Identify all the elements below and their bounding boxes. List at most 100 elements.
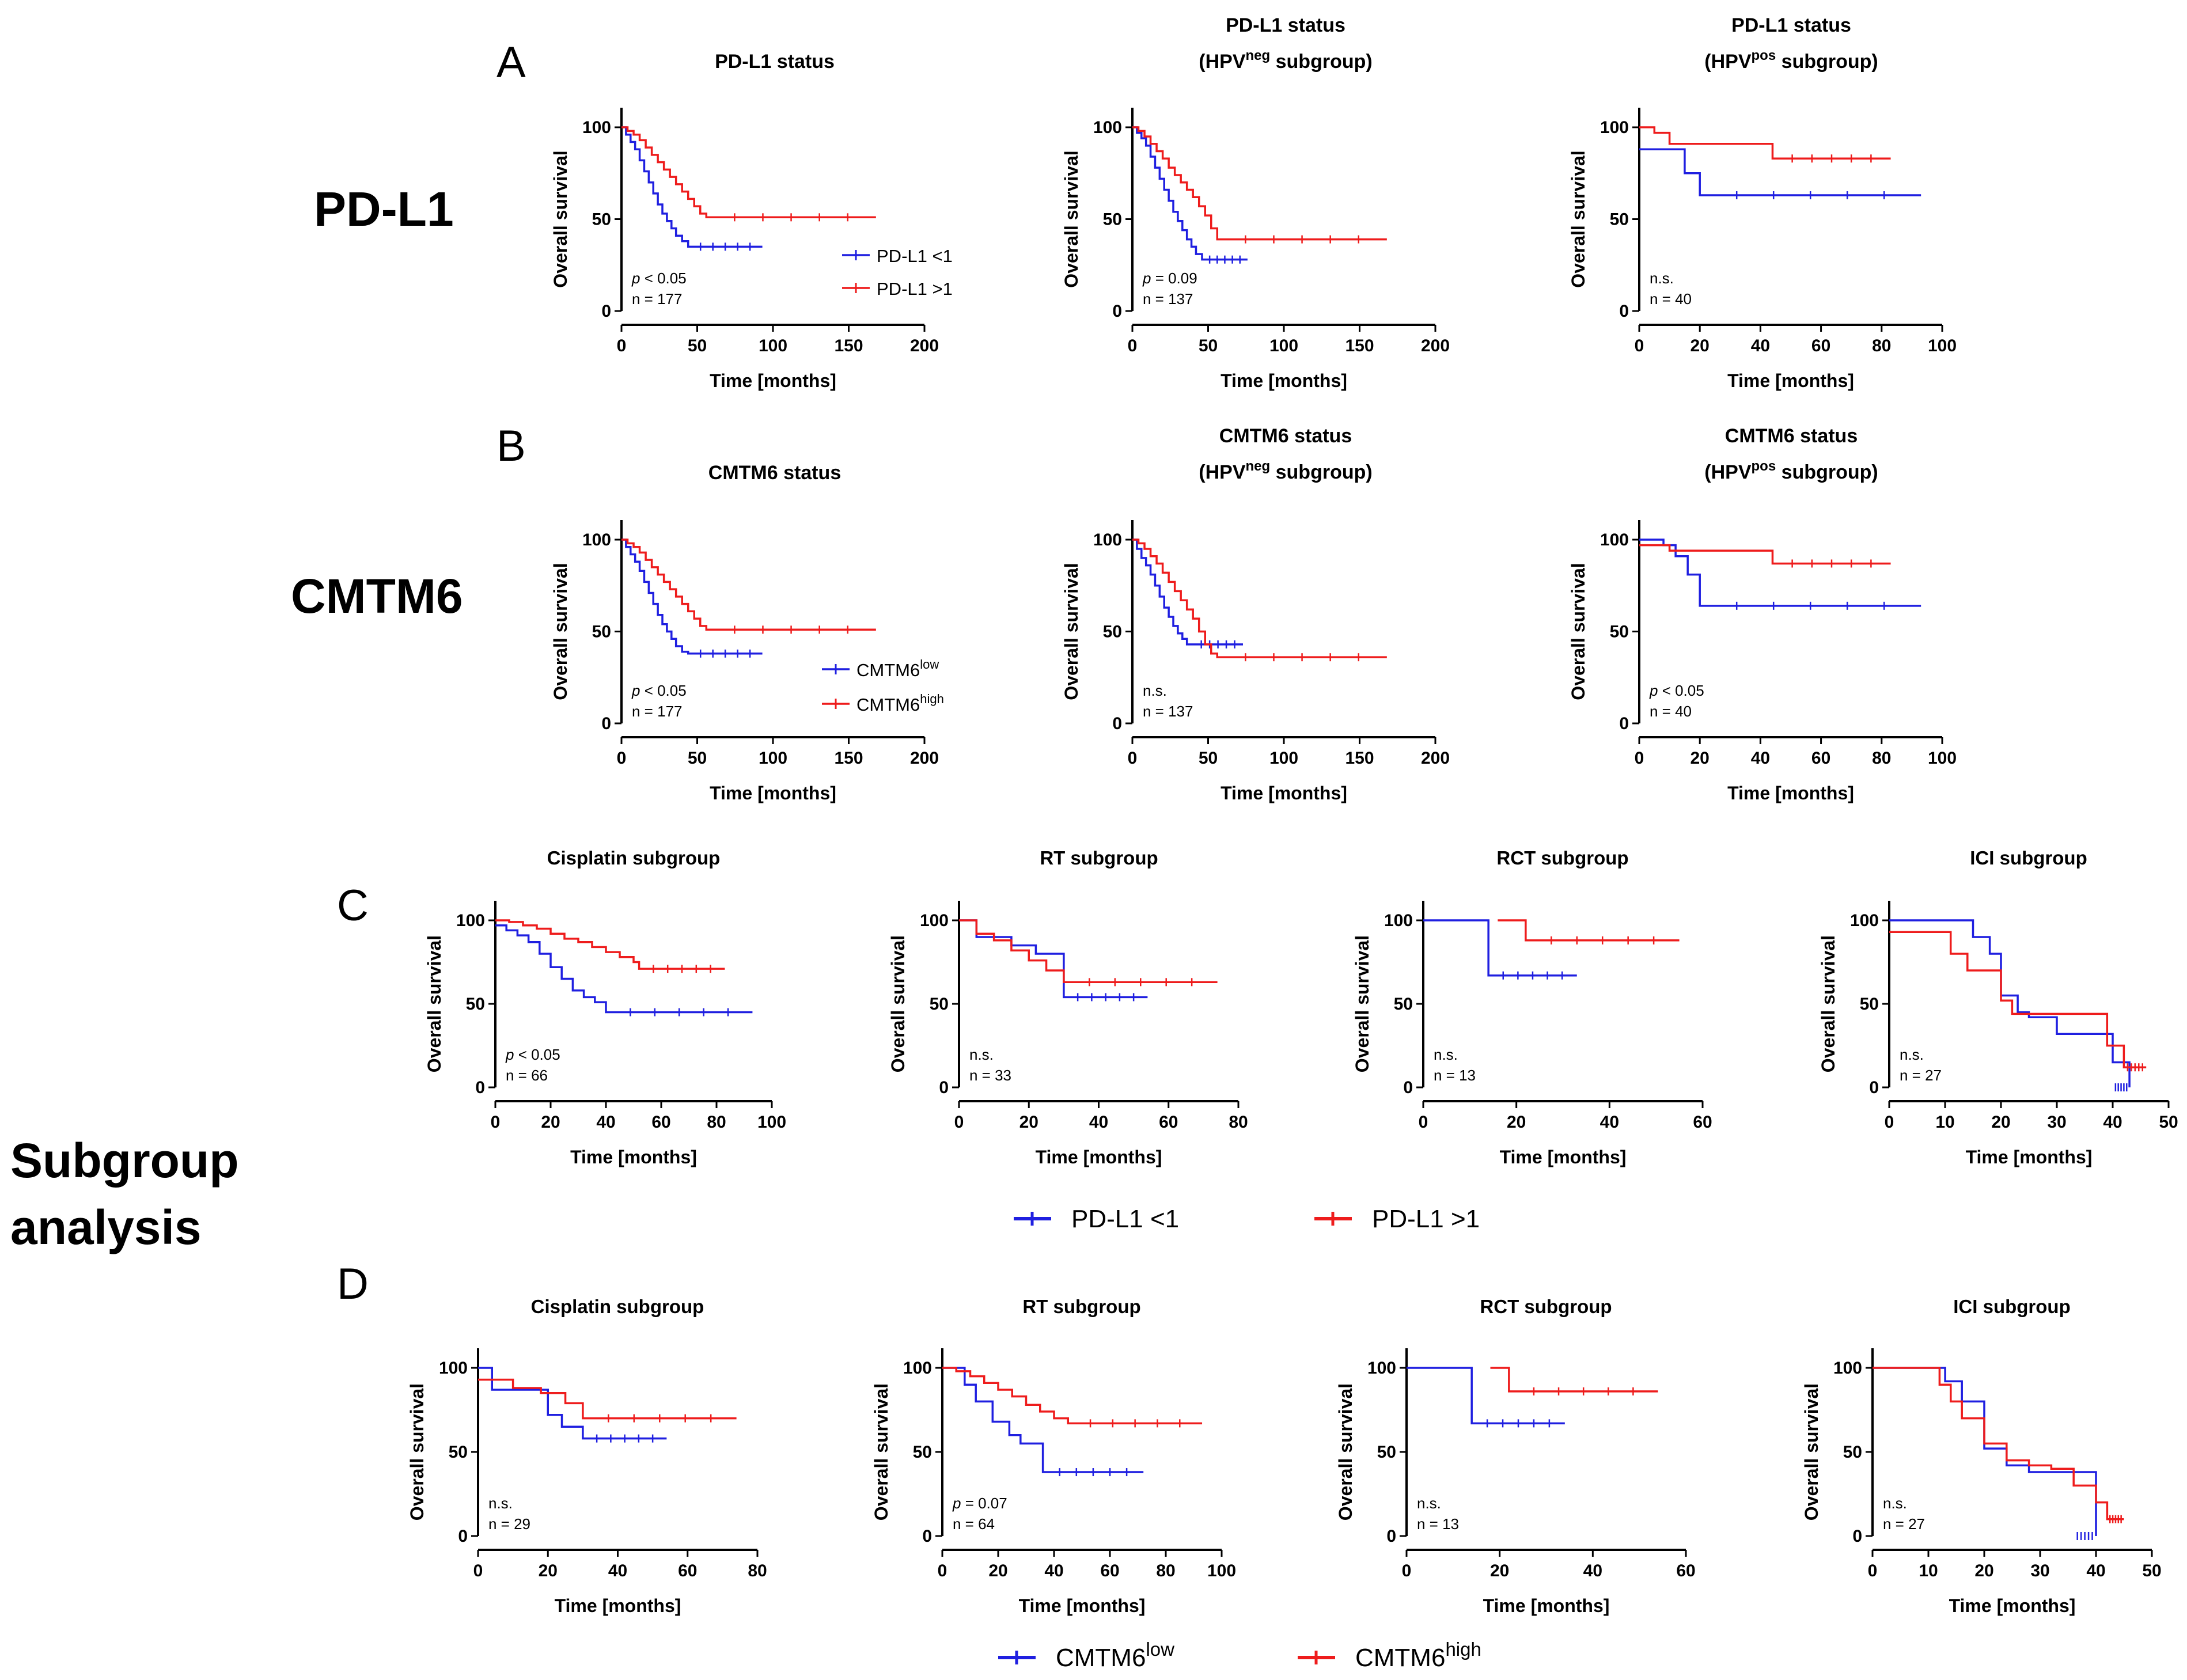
y-tick-label: 0 bbox=[1869, 1078, 1879, 1097]
x-axis-label: Time [months] bbox=[1483, 1595, 1610, 1616]
x-tick-label: 30 bbox=[2047, 1113, 2066, 1132]
km-curve-high bbox=[1639, 126, 1891, 160]
km-curve-low bbox=[621, 538, 763, 655]
stat-p-value: p < 0.05 bbox=[1649, 682, 1704, 699]
x-tick-label: 100 bbox=[1928, 749, 1957, 768]
km-curve-low bbox=[1889, 919, 2131, 1087]
panel-letter-b: B bbox=[496, 422, 526, 471]
x-tick-label: 80 bbox=[1872, 749, 1891, 768]
km-curve-high bbox=[1132, 126, 1387, 241]
y-tick-label: 50 bbox=[1103, 210, 1122, 229]
y-tick-label: 100 bbox=[1367, 1359, 1396, 1378]
p-value: < 0.05 bbox=[1658, 682, 1704, 699]
x-axis-label: Time [months] bbox=[1221, 370, 1347, 391]
x-tick-label: 40 bbox=[1751, 336, 1770, 355]
x-tick-label: 0 bbox=[473, 1561, 483, 1580]
km-curve-high bbox=[959, 919, 1218, 984]
km-curve-low bbox=[942, 1367, 1144, 1473]
y-tick-label: 0 bbox=[1112, 714, 1122, 733]
y-tick-label: 50 bbox=[449, 1443, 468, 1462]
p-symbol: p bbox=[1649, 682, 1658, 699]
x-tick-label: 100 bbox=[1269, 336, 1298, 355]
row-label-pdl1: PD-L1 bbox=[314, 182, 454, 236]
x-tick-label: 150 bbox=[834, 336, 863, 355]
row-label-subgroup: Subgroup bbox=[10, 1133, 239, 1188]
x-tick-label: 40 bbox=[2103, 1113, 2122, 1132]
x-tick-label: 20 bbox=[1691, 749, 1710, 768]
p-symbol: p bbox=[1142, 270, 1151, 287]
x-tick-label: 150 bbox=[1345, 336, 1374, 355]
x-axis-label: Time [months] bbox=[1221, 783, 1347, 803]
subtitle-part: (HPV bbox=[1199, 461, 1246, 483]
km-plot-d2: RT subgroup 0 50 100 0 20 40 60 80 100 Time [month… bbox=[871, 1296, 1236, 1616]
y-tick-label: 100 bbox=[1093, 530, 1122, 549]
y-tick-label: 100 bbox=[1384, 911, 1413, 930]
stat-n: n = 40 bbox=[1650, 703, 1692, 720]
y-tick-label: 0 bbox=[458, 1527, 468, 1546]
x-tick-label: 20 bbox=[1974, 1561, 1993, 1580]
row-label-cmtm6: CMTM6 bbox=[291, 569, 463, 623]
subtitle-superscript: neg bbox=[1246, 48, 1271, 63]
x-tick-label: 0 bbox=[617, 336, 627, 355]
stat-p-value: n.s. bbox=[488, 1495, 513, 1512]
km-curve-high bbox=[1132, 538, 1387, 658]
x-tick-label: 50 bbox=[2142, 1561, 2161, 1580]
km-curve-low bbox=[1639, 538, 1921, 607]
subtitle-part: (HPV bbox=[1704, 461, 1752, 483]
km-plot-c1: Cisplatin subgroup 0 50 100 0 20 40 60 80 100 Time… bbox=[424, 847, 786, 1167]
stat-n: n = 177 bbox=[632, 703, 682, 720]
y-axis-label: Overall survival bbox=[550, 150, 571, 287]
y-tick-label: 50 bbox=[1394, 995, 1413, 1014]
km-curve-high bbox=[621, 126, 876, 219]
y-tick-label: 100 bbox=[456, 911, 485, 930]
panel-letter-c: C bbox=[337, 881, 369, 930]
plot-title: RT subgroup bbox=[1040, 847, 1158, 869]
plot-title: PD-L1 status bbox=[715, 51, 835, 73]
stat-n: n = 33 bbox=[969, 1067, 1011, 1084]
x-tick-label: 40 bbox=[608, 1561, 627, 1580]
x-tick-label: 60 bbox=[651, 1113, 670, 1132]
y-tick-label: 50 bbox=[1860, 995, 1879, 1014]
y-tick-label: 0 bbox=[1112, 302, 1122, 321]
km-plot-b3: CMTM6 status (HPVpos subgroup) 0 50 100 0 20 40… bbox=[1568, 425, 1957, 803]
y-axis-label: Overall survival bbox=[1801, 1383, 1822, 1520]
x-tick-label: 80 bbox=[1872, 336, 1891, 355]
stat-p-value: n.s. bbox=[1434, 1046, 1458, 1063]
x-tick-label: 20 bbox=[1507, 1113, 1526, 1132]
y-tick-label: 0 bbox=[1852, 1527, 1862, 1546]
x-axis-label: Time [months] bbox=[555, 1595, 681, 1616]
km-plot-d1: Cisplatin subgroup 0 50 100 0 20 40 60 80 Time [m… bbox=[407, 1296, 767, 1616]
x-tick-label: 0 bbox=[1128, 749, 1138, 768]
x-tick-label: 80 bbox=[707, 1113, 726, 1132]
x-axis-label: Time [months] bbox=[1036, 1147, 1162, 1167]
x-axis-label: Time [months] bbox=[1966, 1147, 2093, 1167]
stat-p-value: n.s. bbox=[1143, 682, 1167, 699]
p-value: < 0.05 bbox=[640, 270, 686, 287]
km-curve-high bbox=[1873, 1367, 2124, 1520]
x-tick-label: 80 bbox=[748, 1561, 767, 1580]
x-tick-label: 100 bbox=[1928, 336, 1957, 355]
x-tick-label: 30 bbox=[2030, 1561, 2049, 1580]
legend-label-low: CMTM6low bbox=[1056, 1639, 1174, 1672]
x-tick-label: 80 bbox=[1156, 1561, 1175, 1580]
km-plot-c2: RT subgroup 0 50 100 0 20 40 60 80 Time [months] O… bbox=[888, 847, 1248, 1167]
stat-n: n = 137 bbox=[1143, 290, 1193, 308]
x-tick-label: 40 bbox=[1751, 749, 1770, 768]
subtitle-part: (HPV bbox=[1704, 51, 1752, 73]
p-symbol: p bbox=[631, 270, 640, 287]
p-symbol: p bbox=[631, 682, 640, 699]
plot-title: PD-L1 status bbox=[1731, 14, 1851, 36]
y-tick-label: 100 bbox=[1850, 911, 1879, 930]
x-tick-label: 40 bbox=[1583, 1561, 1602, 1580]
p-symbol: p bbox=[505, 1046, 514, 1063]
y-tick-label: 0 bbox=[1619, 302, 1629, 321]
x-tick-label: 200 bbox=[1421, 749, 1450, 768]
x-tick-label: 100 bbox=[757, 1113, 786, 1132]
y-tick-label: 50 bbox=[1103, 623, 1122, 642]
x-tick-label: 100 bbox=[1207, 1561, 1236, 1580]
km-plot-b1: CMTM6 status 0 50 100 0 50 100 150 200 Time [mont… bbox=[550, 462, 939, 803]
plot-title: RCT subgroup bbox=[1496, 847, 1628, 869]
km-curve-high bbox=[495, 919, 725, 970]
x-tick-label: 40 bbox=[1089, 1113, 1108, 1132]
km-curve-low bbox=[478, 1367, 667, 1440]
